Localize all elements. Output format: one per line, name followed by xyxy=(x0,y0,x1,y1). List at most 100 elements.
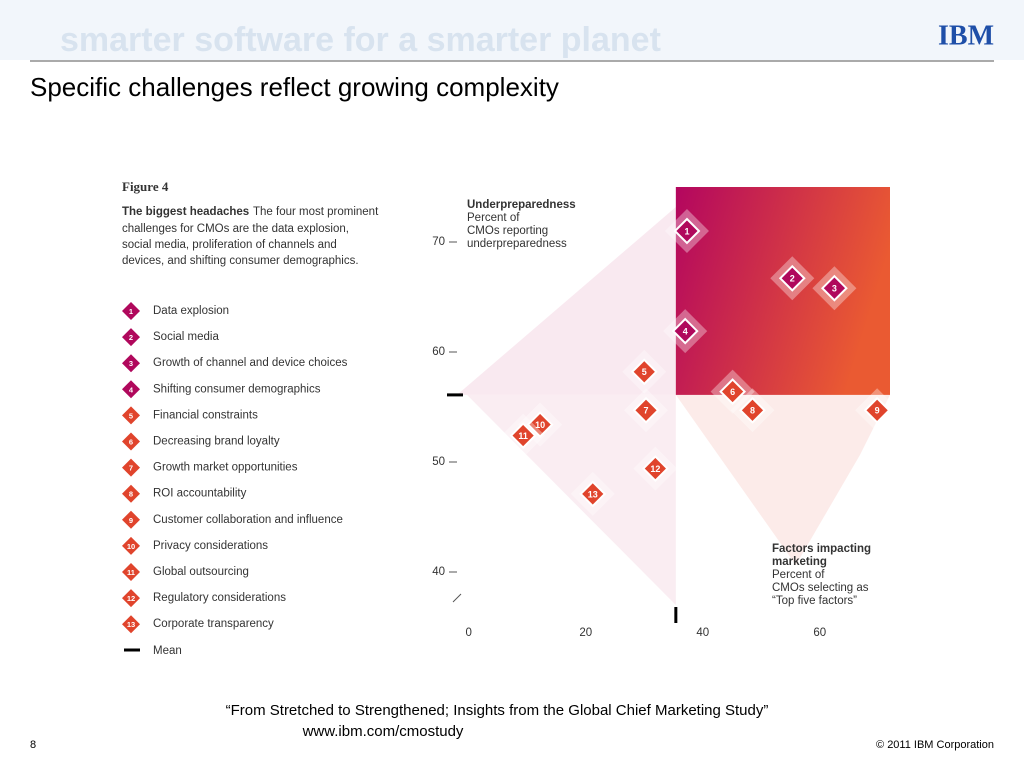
point-label: 12 xyxy=(650,464,660,474)
point-label: 4 xyxy=(683,326,688,336)
legend-number: 2 xyxy=(129,333,133,342)
legend-swatch xyxy=(122,510,140,529)
copyright: © 2011 IBM Corporation xyxy=(876,739,994,751)
legend-swatch xyxy=(122,536,140,555)
plot-background xyxy=(457,187,890,605)
legend-number: 9 xyxy=(129,516,133,525)
legend-label: Shifting consumer demographics xyxy=(153,383,321,395)
legend-number: 7 xyxy=(129,464,133,473)
slide-title: Specific challenges reflect growing comp… xyxy=(30,72,559,102)
figure-heading: The biggest headaches xyxy=(122,206,249,218)
point-label: 1 xyxy=(684,226,689,236)
legend-swatch xyxy=(122,406,140,425)
point xyxy=(673,217,701,245)
figure-label: Figure 4 xyxy=(122,179,169,194)
source: www.ibm.com/cmostudy xyxy=(302,723,464,740)
legend-number: 11 xyxy=(127,568,135,577)
legend-number: 8 xyxy=(129,490,133,499)
legend-number: 13 xyxy=(127,620,135,629)
y-axis-title: Underpreparedness xyxy=(467,199,576,211)
quadrant xyxy=(675,187,890,395)
legend-label: Regulatory considerations xyxy=(153,592,286,604)
x-axis-label: CMOs selecting as xyxy=(772,582,869,594)
x-tick-label: 0 xyxy=(465,627,471,639)
legend-swatch xyxy=(122,484,140,503)
legend-swatch xyxy=(122,458,140,477)
legend-label: Social media xyxy=(153,331,219,343)
legend-number: 6 xyxy=(129,437,133,446)
point xyxy=(739,396,766,424)
y-axis-label: Percent of xyxy=(467,212,520,224)
quadrant-shade xyxy=(675,394,890,565)
legend-label: Customer collaboration and influence xyxy=(153,514,343,526)
point xyxy=(641,455,669,483)
legend-swatch xyxy=(122,432,140,451)
page-number: 8 xyxy=(30,739,36,751)
x-tick-label: 60 xyxy=(813,627,826,639)
legend-label: Data explosion xyxy=(153,305,229,317)
y-axis-label: CMOs reporting xyxy=(467,225,548,237)
point-label: 6 xyxy=(730,387,735,397)
x-tick-label: 40 xyxy=(696,627,709,639)
legend-number: 10 xyxy=(127,542,135,551)
x-axis-title: Factors impacting xyxy=(772,543,871,555)
banner-bg xyxy=(0,0,1024,60)
y-tick-label: 60 xyxy=(432,346,445,358)
logo: IBM xyxy=(938,20,994,51)
point xyxy=(820,274,848,302)
x-tick-label: 20 xyxy=(579,627,592,639)
figure-text: devices, and shifting consumer demograph… xyxy=(122,255,359,267)
legend-swatch xyxy=(122,589,140,608)
point-label: 5 xyxy=(642,367,647,377)
figure-text: social media, proliferation of channels … xyxy=(122,239,337,251)
point xyxy=(863,396,891,424)
legend-label: Privacy considerations xyxy=(153,540,268,552)
legend-label: Decreasing brand loyalty xyxy=(153,436,280,448)
y-axis-label: underpreparedness xyxy=(467,238,567,250)
legend-label: Corporate transparency xyxy=(153,618,274,630)
legend-label: Mean xyxy=(153,645,182,657)
legend-number: 3 xyxy=(129,359,133,368)
legend-label: Growth market opportunities xyxy=(153,462,298,474)
legend-label: Financial constraints xyxy=(153,409,258,421)
x-axis-title: marketing xyxy=(772,556,827,568)
point xyxy=(719,378,747,406)
legend-swatch xyxy=(122,302,140,320)
legend-number: 5 xyxy=(129,411,133,420)
point xyxy=(671,317,699,345)
point xyxy=(579,480,607,508)
point-label: 8 xyxy=(750,406,755,416)
point xyxy=(630,358,658,386)
source: “From Stretched to Strengthened; Insight… xyxy=(226,702,769,719)
y-tick-label: 70 xyxy=(432,236,445,248)
legend-swatch xyxy=(122,563,140,581)
axis-break xyxy=(452,593,462,603)
banner: smarter software for a smarter planet xyxy=(60,21,661,59)
point xyxy=(526,411,554,439)
quadrant-shade xyxy=(467,394,676,605)
legend-number: 4 xyxy=(129,385,134,394)
point-label: 3 xyxy=(832,284,837,294)
point xyxy=(632,396,660,424)
point xyxy=(778,264,806,292)
figure-text: The four most prominent xyxy=(253,206,379,218)
point-label: 11 xyxy=(518,431,528,441)
legend-swatch xyxy=(122,380,140,399)
figure-text: challenges for CMOs are the data explosi… xyxy=(122,223,349,235)
legend-number: 1 xyxy=(129,307,133,316)
legend-swatch xyxy=(122,615,140,634)
point xyxy=(509,422,537,450)
legend-label: ROI accountability xyxy=(153,488,247,500)
point-label: 13 xyxy=(588,489,598,499)
x-axis-label: “Top five factors” xyxy=(772,595,857,607)
legend-label: Global outsourcing xyxy=(153,566,249,578)
legend-swatch xyxy=(122,354,140,373)
x-axis-label: Percent of xyxy=(772,569,825,581)
point-label: 7 xyxy=(643,406,648,416)
y-tick-label: 50 xyxy=(432,456,445,468)
legend-number: 12 xyxy=(127,594,135,603)
y-tick-label: 40 xyxy=(432,566,445,578)
legend-swatch xyxy=(122,328,140,347)
point-label: 10 xyxy=(535,420,545,430)
